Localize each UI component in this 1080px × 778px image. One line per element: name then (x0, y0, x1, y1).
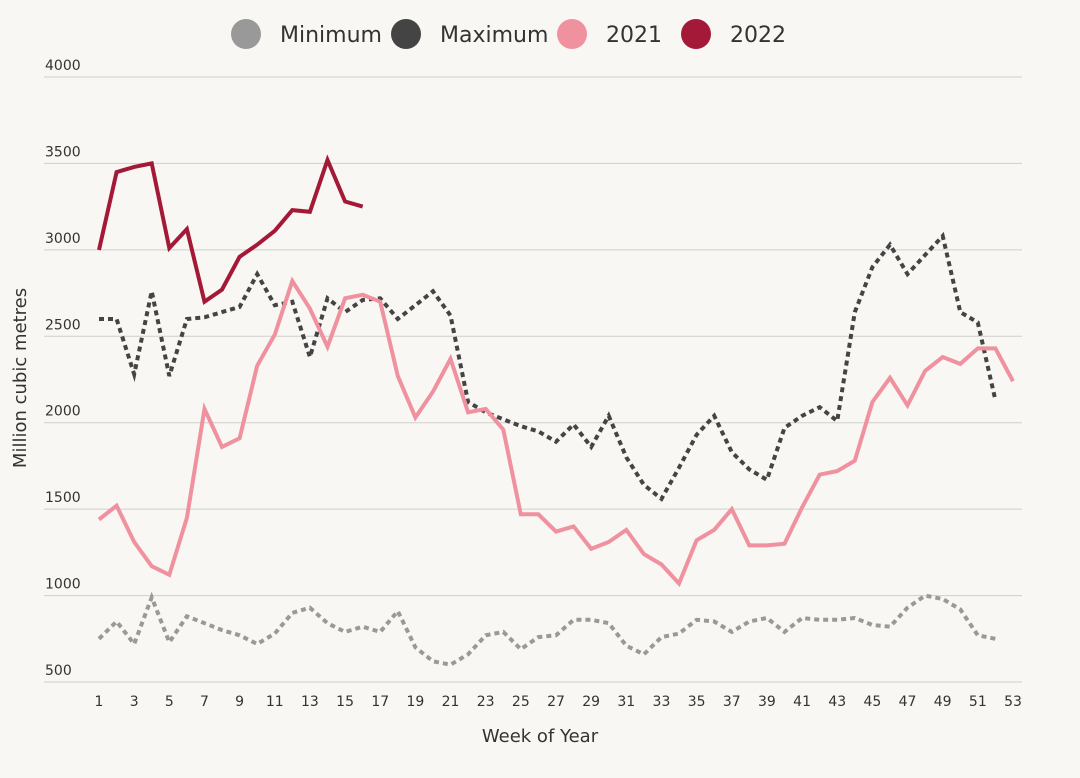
x-tick-label: 37 (723, 694, 741, 710)
y-tick-label: 2500 (45, 317, 81, 333)
series-layer (97, 154, 1015, 667)
x-tick-label: 35 (688, 694, 706, 710)
y-tick-label: 500 (45, 663, 72, 679)
legend-item-minimum: Minimum (231, 19, 382, 49)
x-tick-label: 49 (934, 694, 952, 710)
x-tick-label: 7 (200, 694, 209, 710)
gridlines (44, 76, 1022, 683)
legend-swatch (391, 19, 421, 49)
x-tick-label: 45 (863, 694, 881, 710)
x-tick-label: 51 (969, 694, 987, 710)
legend-swatch (231, 19, 261, 49)
x-tick-label: 27 (547, 694, 565, 710)
y-tick-label: 3500 (45, 144, 81, 160)
y-tick-label: 2000 (45, 404, 81, 420)
x-tick-label: 43 (828, 694, 846, 710)
series-line-maximum (99, 231, 998, 502)
x-tick-label: 11 (266, 694, 284, 710)
x-tick-label: 19 (406, 694, 424, 710)
y-tick-label: 4000 (45, 58, 81, 74)
legend: Minimum Maximum 2021 2022 (231, 19, 786, 49)
y-axis-ticks: 500 1000 1500 2000 2500 3000 3500 4000 (45, 58, 81, 679)
y-tick-label: 1000 (45, 577, 81, 593)
x-tick-label: 41 (793, 694, 811, 710)
x-tick-label: 39 (758, 694, 776, 710)
x-tick-label: 21 (442, 694, 460, 710)
x-tick-label: 13 (301, 694, 319, 710)
legend-label: 2022 (730, 23, 786, 48)
y-tick-label: 3000 (45, 231, 81, 247)
y-tick-label: 1500 (45, 490, 81, 506)
x-axis-title: Week of Year (482, 726, 599, 747)
series-line-2022 (97, 154, 364, 306)
x-tick-label: 15 (336, 694, 354, 710)
x-tick-label: 29 (582, 694, 600, 710)
legend-item-2022: 2022 (681, 19, 786, 49)
x-tick-label: 5 (165, 694, 174, 710)
x-tick-label: 53 (1004, 694, 1022, 710)
legend-item-2021: 2021 (557, 19, 662, 49)
legend-item-maximum: Maximum (391, 19, 548, 49)
legend-label: Minimum (280, 23, 382, 48)
y-axis-title: Million cubic metres (10, 288, 31, 468)
series-line-minimum (97, 591, 996, 667)
legend-label: Maximum (440, 23, 548, 48)
x-axis-ticks: 1 3 5 7 9 11 13 15 17 19 21 23 25 27 29 31 33 35 37 39 41 43 4… (95, 694, 1022, 710)
x-tick-label: 17 (371, 694, 389, 710)
x-tick-label: 23 (477, 694, 495, 710)
x-tick-label: 47 (899, 694, 917, 710)
x-tick-label: 1 (95, 694, 104, 710)
legend-label: 2021 (606, 23, 662, 48)
legend-swatch (681, 19, 711, 49)
x-tick-label: 25 (512, 694, 530, 710)
series-line-2021 (97, 276, 1015, 588)
legend-swatch (557, 19, 587, 49)
x-tick-label: 9 (235, 694, 244, 710)
x-tick-label: 31 (617, 694, 635, 710)
x-tick-label: 33 (653, 694, 671, 710)
x-tick-label: 3 (130, 694, 139, 710)
